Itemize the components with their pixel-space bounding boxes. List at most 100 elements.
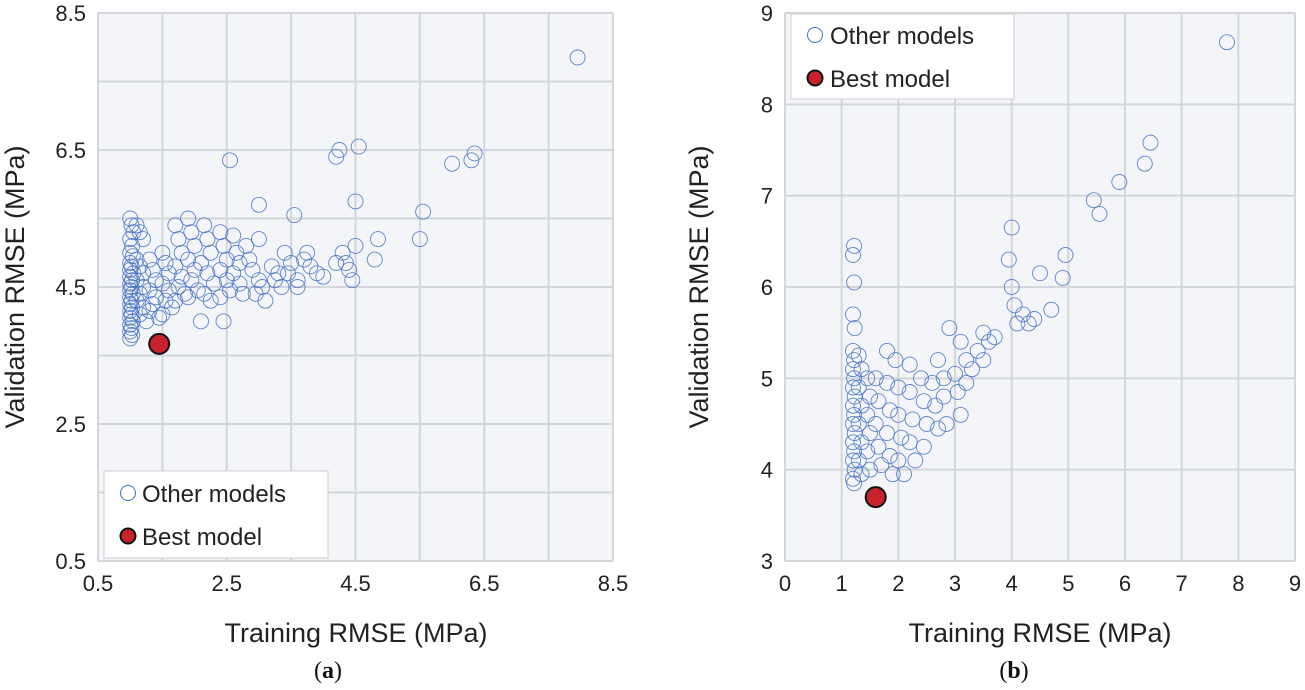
- point-other-b-24: [853, 397, 870, 414]
- point-other-a-69: [186, 237, 203, 254]
- legend-marker-best-a: [119, 527, 137, 545]
- point-other-b-29: [859, 370, 876, 387]
- legend-box-b: [790, 13, 1015, 100]
- point-other-b-76: [969, 342, 986, 359]
- point-other-b-46: [887, 352, 904, 369]
- point-other-b-68: [941, 320, 958, 337]
- point-other-b-75: [964, 361, 980, 378]
- legend-label-best-b: Best model: [830, 66, 950, 93]
- y-tick-labels-a: 0.5 2.5 4.5 6.5 8.5: [55, 1, 86, 574]
- point-other-b-32: [862, 425, 878, 442]
- point-other-b-93: [1085, 192, 1102, 209]
- point-other-b-62: [927, 397, 944, 414]
- y-tick-label-b-5: 8: [761, 92, 773, 117]
- point-other-b-98: [1219, 34, 1235, 51]
- legend-a: Other models Best model: [103, 470, 329, 559]
- point-other-a-113: [283, 255, 300, 271]
- point-other-a-83: [202, 292, 219, 309]
- point-other-a-118: [296, 251, 312, 268]
- point-other-a-72: [183, 272, 200, 289]
- point-other-b-53: [901, 384, 918, 400]
- point-other-a-44: [144, 261, 161, 278]
- point-other-a-28: [124, 327, 141, 343]
- point-other-a-43: [141, 251, 158, 268]
- point-other-a-32: [135, 231, 152, 248]
- point-other-b-31: [859, 406, 876, 423]
- point-other-b-56: [907, 452, 924, 469]
- point-other-b-26: [853, 434, 870, 451]
- x-tick-label-a-0: 0.5: [83, 571, 114, 596]
- point-other-a-29: [122, 330, 139, 347]
- point-other-a-88: [218, 272, 235, 289]
- point-other-b-66: [935, 388, 952, 405]
- point-other-a-66: [167, 292, 184, 309]
- point-other-a-109: [270, 265, 287, 282]
- point-other-a-24: [124, 313, 141, 330]
- point-other-a-126: [334, 244, 351, 261]
- point-other-a-51: [154, 244, 171, 261]
- y-tick-label-a-4: 8.5: [55, 1, 86, 26]
- point-other-a-110: [267, 272, 283, 289]
- point-other-b-45: [884, 466, 901, 483]
- point-other-b-17: [845, 452, 861, 469]
- point-other-b-84: [1006, 297, 1023, 314]
- point-other-a-137: [444, 155, 461, 172]
- point-best-a-0: [148, 332, 171, 355]
- x-tick-label-b-9: 9: [1289, 571, 1301, 596]
- point-other-b-88: [1026, 311, 1043, 327]
- legend-box-a: [103, 470, 329, 559]
- y-tick-label-a-0: 0.5: [55, 549, 86, 574]
- point-other-a-90: [212, 289, 229, 306]
- x-tick-label-a-2: 4.5: [340, 571, 371, 596]
- point-other-a-15: [122, 282, 139, 299]
- point-other-b-74: [958, 374, 975, 391]
- point-other-a-133: [366, 251, 383, 268]
- point-other-b-61: [924, 374, 941, 391]
- point-other-b-58: [915, 393, 932, 410]
- legend-label-other-a: Other models: [142, 481, 286, 508]
- y-tick-label-b-3: 6: [761, 275, 773, 300]
- point-other-b-87: [1020, 315, 1037, 332]
- point-other-b-63: [930, 420, 946, 437]
- point-other-b-40: [879, 342, 895, 359]
- point-other-a-120: [299, 244, 316, 261]
- point-other-a-107: [250, 196, 267, 213]
- point-other-b-22: [853, 361, 870, 378]
- point-other-a-78: [202, 244, 219, 261]
- points-b: [845, 34, 1235, 509]
- point-other-b-49: [893, 429, 910, 446]
- point-other-a-112: [276, 244, 293, 261]
- point-other-b-30: [862, 388, 878, 405]
- point-other-b-1: [845, 247, 861, 263]
- point-other-b-94: [1091, 205, 1108, 222]
- point-other-b-81: [1003, 219, 1020, 236]
- x-tick-labels-a: 0.5 2.5 4.5 6.5 8.5: [83, 571, 629, 596]
- point-other-a-130: [347, 237, 364, 254]
- point-other-a-102: [250, 231, 267, 248]
- point-other-a-52: [157, 255, 174, 271]
- legend-label-best-a: Best model: [142, 524, 262, 551]
- caption-letter-b: b: [1007, 658, 1020, 684]
- y-tick-label-b-1: 4: [761, 458, 773, 483]
- point-other-a-39: [128, 292, 145, 309]
- point-other-a-81: [205, 275, 222, 292]
- point-other-b-54: [904, 411, 921, 428]
- x-tick-label-a-3: 6.5: [469, 571, 500, 596]
- panel-a: 0.5 2.5 4.5 6.5 8.5 0.5 2.5 4.5 6.5 8.5 Training…: [0, 1, 628, 684]
- point-other-b-95: [1111, 174, 1128, 190]
- legend-label-other-b: Other models: [830, 23, 974, 50]
- x-tick-label-b-1: 1: [836, 571, 848, 596]
- point-other-a-33: [128, 251, 145, 268]
- point-other-b-97: [1142, 134, 1159, 151]
- point-other-a-100: [241, 251, 258, 268]
- x-tick-label-b-2: 2: [892, 571, 904, 596]
- point-other-a-58: [154, 306, 171, 323]
- caption-b: (b): [999, 658, 1028, 684]
- point-other-a-9: [122, 261, 139, 278]
- point-other-a-136: [415, 203, 432, 220]
- point-other-b-82: [1000, 251, 1017, 268]
- point-other-a-91: [215, 313, 232, 330]
- point-other-b-34: [862, 461, 878, 478]
- point-other-a-101: [244, 261, 261, 278]
